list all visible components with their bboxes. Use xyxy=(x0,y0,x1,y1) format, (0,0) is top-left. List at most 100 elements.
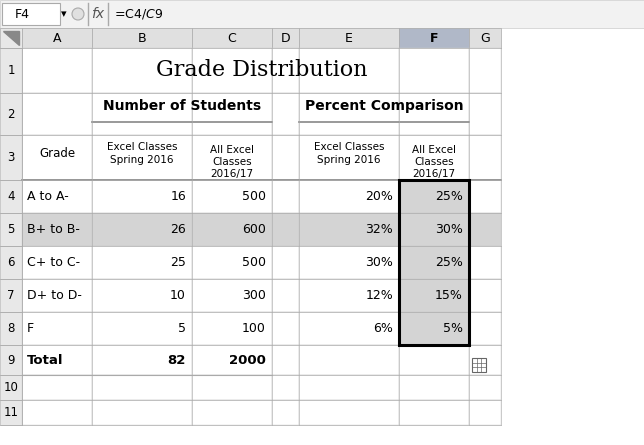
Bar xyxy=(192,28,272,48)
Bar xyxy=(469,48,501,93)
Bar xyxy=(192,345,272,375)
Bar xyxy=(92,48,192,93)
Bar xyxy=(272,180,299,213)
Text: 10: 10 xyxy=(170,289,186,302)
Bar xyxy=(469,213,501,246)
Text: D: D xyxy=(281,32,290,44)
Bar xyxy=(92,279,192,312)
Text: 2000: 2000 xyxy=(229,353,266,367)
Bar xyxy=(299,135,399,180)
Text: 11: 11 xyxy=(3,406,19,419)
Bar xyxy=(92,312,192,345)
Text: 12%: 12% xyxy=(365,289,393,302)
Bar xyxy=(399,135,469,180)
Bar xyxy=(92,135,192,180)
Text: All Excel
Classes
2016/17: All Excel Classes 2016/17 xyxy=(412,145,456,179)
Bar xyxy=(469,345,501,375)
Bar xyxy=(469,135,501,180)
Bar xyxy=(299,345,399,375)
Bar xyxy=(399,93,469,135)
Bar xyxy=(299,93,399,135)
Bar xyxy=(399,180,469,345)
Text: A to A-: A to A- xyxy=(27,190,69,203)
Bar xyxy=(0,312,22,345)
Text: 3: 3 xyxy=(7,151,15,164)
Bar xyxy=(0,0,644,28)
Text: ▾: ▾ xyxy=(61,9,67,19)
Bar xyxy=(192,213,272,246)
Bar xyxy=(92,375,192,400)
Bar xyxy=(399,345,469,375)
Bar xyxy=(299,180,399,213)
Text: F: F xyxy=(27,322,34,335)
Text: 600: 600 xyxy=(242,223,266,236)
Text: 20%: 20% xyxy=(365,190,393,203)
Bar xyxy=(399,400,469,425)
Text: fx: fx xyxy=(91,7,104,21)
Bar xyxy=(469,312,501,345)
Text: A: A xyxy=(53,32,61,44)
Bar xyxy=(399,180,469,213)
Bar xyxy=(272,93,299,135)
Bar xyxy=(469,180,501,213)
Text: 30%: 30% xyxy=(435,223,463,236)
Bar xyxy=(22,400,92,425)
Text: 25%: 25% xyxy=(435,256,463,269)
Text: 100: 100 xyxy=(242,322,266,335)
Bar xyxy=(272,135,299,180)
Bar xyxy=(192,180,272,213)
Bar xyxy=(0,246,22,279)
Bar xyxy=(399,28,469,48)
Bar xyxy=(22,279,92,312)
Bar xyxy=(192,312,272,345)
Bar xyxy=(469,400,501,425)
Bar xyxy=(469,246,501,279)
Bar xyxy=(192,48,272,93)
Text: G: G xyxy=(480,32,490,44)
Bar xyxy=(272,213,299,246)
Bar xyxy=(192,93,272,135)
Bar xyxy=(0,180,22,213)
Bar xyxy=(299,246,399,279)
Text: 6: 6 xyxy=(7,256,15,269)
Bar xyxy=(0,400,22,425)
Bar xyxy=(0,345,22,375)
Text: Excel Classes
Spring 2016: Excel Classes Spring 2016 xyxy=(314,142,384,165)
Bar xyxy=(22,48,92,93)
Bar xyxy=(272,400,299,425)
Bar xyxy=(0,279,22,312)
Bar xyxy=(22,135,92,180)
Text: F: F xyxy=(430,32,439,44)
Bar xyxy=(0,213,22,246)
Bar xyxy=(192,135,272,180)
Text: 2: 2 xyxy=(7,108,15,121)
Bar xyxy=(299,375,399,400)
Bar xyxy=(192,400,272,425)
Text: Percent Comparison: Percent Comparison xyxy=(305,99,463,113)
Bar xyxy=(469,93,501,135)
Text: 500: 500 xyxy=(242,190,266,203)
Bar xyxy=(92,345,192,375)
Bar xyxy=(399,312,469,345)
Bar xyxy=(299,400,399,425)
Text: 500: 500 xyxy=(242,256,266,269)
Text: 10: 10 xyxy=(4,381,19,394)
Bar xyxy=(0,375,22,400)
Bar xyxy=(192,375,272,400)
Bar xyxy=(299,279,399,312)
Text: Total: Total xyxy=(27,353,64,367)
Text: 6%: 6% xyxy=(373,322,393,335)
Bar xyxy=(92,28,192,48)
Text: 30%: 30% xyxy=(365,256,393,269)
Text: C+ to C-: C+ to C- xyxy=(27,256,80,269)
Bar xyxy=(92,213,192,246)
Text: 16: 16 xyxy=(170,190,186,203)
Bar xyxy=(272,375,299,400)
Bar xyxy=(469,375,501,400)
Text: 4: 4 xyxy=(7,190,15,203)
Text: E: E xyxy=(345,32,353,44)
Text: Number of Students: Number of Students xyxy=(103,99,261,113)
Text: 25: 25 xyxy=(170,256,186,269)
Text: 15%: 15% xyxy=(435,289,463,302)
Bar xyxy=(299,213,399,246)
